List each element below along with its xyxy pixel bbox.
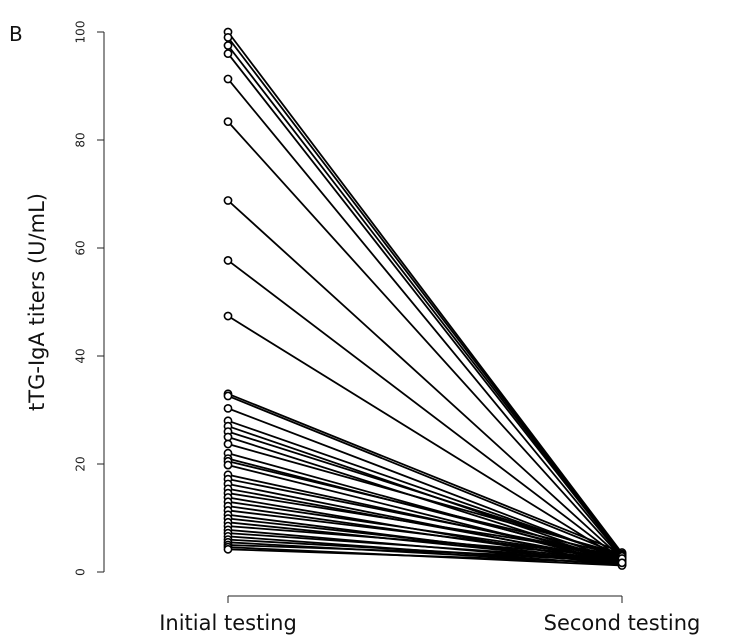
initial-point: [223, 439, 233, 449]
points-group: [223, 27, 627, 570]
pair-line: [227, 464, 623, 565]
x-tick-label: Initial testing: [159, 611, 297, 635]
initial-point: [223, 196, 233, 205]
y-tick-label: 0: [74, 568, 88, 576]
x-ticks-group: Initial testing Second testing: [159, 596, 700, 635]
pair-line: [227, 538, 623, 563]
second-point: [617, 558, 627, 568]
pair-line: [227, 44, 623, 556]
y-tick-label: 80: [74, 132, 88, 147]
initial-point: [223, 74, 233, 84]
pair-line: [227, 78, 623, 558]
pair-line: [227, 525, 623, 558]
pair-line: [227, 492, 623, 557]
y-tick-label: 100: [74, 21, 88, 44]
axes-group: [103, 32, 622, 597]
pair-line: [227, 53, 623, 557]
pair-line: [227, 548, 623, 564]
initial-point: [223, 41, 233, 50]
pair-lines-group: [227, 31, 623, 567]
y-axis-label: tTG-IgA titers (U/mL): [25, 193, 49, 411]
pair-line: [227, 392, 623, 554]
y-tick-label: 40: [74, 348, 88, 363]
initial-point: [223, 33, 233, 42]
initial-point: [223, 117, 233, 127]
initial-point: [223, 403, 233, 413]
initial-point: [223, 49, 233, 58]
x-tick-label: Second testing: [544, 611, 701, 635]
pair-line: [227, 509, 623, 559]
pair-line: [227, 121, 623, 559]
panel-letter: B: [9, 22, 23, 46]
pair-line: [227, 395, 623, 557]
initial-point: [223, 391, 233, 401]
pair-line: [227, 36, 623, 555]
pair-line: [227, 407, 623, 560]
pair-line: [227, 544, 623, 560]
pair-line: [227, 259, 623, 561]
initial-point: [223, 311, 233, 321]
initial-point: [223, 544, 233, 554]
pair-line: [227, 517, 623, 563]
initial-point: [223, 460, 233, 470]
initial-point: [223, 256, 233, 265]
pair-line: [227, 460, 623, 557]
y-ticks-group: 0 20 40 60 80 100: [74, 21, 104, 576]
y-tick-label: 60: [74, 240, 88, 255]
y-tick-label: 20: [74, 456, 88, 471]
pair-line: [227, 199, 623, 560]
initial-point: [223, 432, 233, 442]
pair-line: [227, 315, 623, 561]
pair-line: [227, 443, 623, 556]
pair-line: [227, 31, 623, 554]
